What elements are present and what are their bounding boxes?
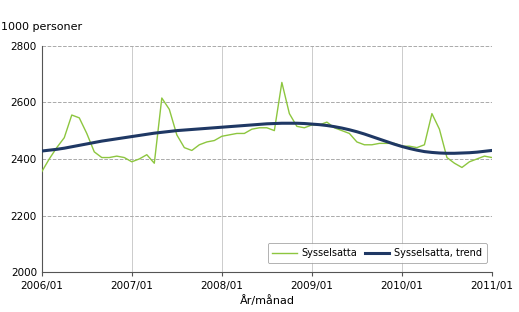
Sysselsatta — [436, 127, 443, 131]
Legend: Sysselsatta, Sysselsatta, trend: Sysselsatta, Sysselsatta, trend — [267, 243, 487, 263]
Sysselsatta — [279, 80, 285, 84]
Sysselsatta, trend — [316, 123, 322, 127]
Sysselsatta — [316, 123, 322, 127]
Sysselsatta, trend — [144, 132, 150, 136]
Sysselsatta, trend — [436, 151, 443, 155]
Sysselsatta, trend — [196, 127, 202, 131]
Sysselsatta, trend — [489, 149, 495, 152]
Sysselsatta — [144, 153, 150, 157]
Text: 1000 personer: 1000 personer — [1, 22, 83, 32]
Sysselsatta, trend — [38, 149, 45, 153]
X-axis label: År/månad: År/månad — [239, 295, 294, 306]
Line: Sysselsatta: Sysselsatta — [42, 82, 492, 172]
Sysselsatta — [196, 143, 202, 147]
Sysselsatta, trend — [444, 151, 450, 155]
Sysselsatta — [129, 160, 135, 164]
Line: Sysselsatta, trend: Sysselsatta, trend — [42, 123, 492, 153]
Sysselsatta — [286, 112, 293, 115]
Sysselsatta, trend — [279, 121, 285, 125]
Sysselsatta — [489, 156, 495, 159]
Sysselsatta, trend — [286, 121, 293, 125]
Sysselsatta, trend — [129, 135, 135, 139]
Sysselsatta — [38, 170, 45, 173]
